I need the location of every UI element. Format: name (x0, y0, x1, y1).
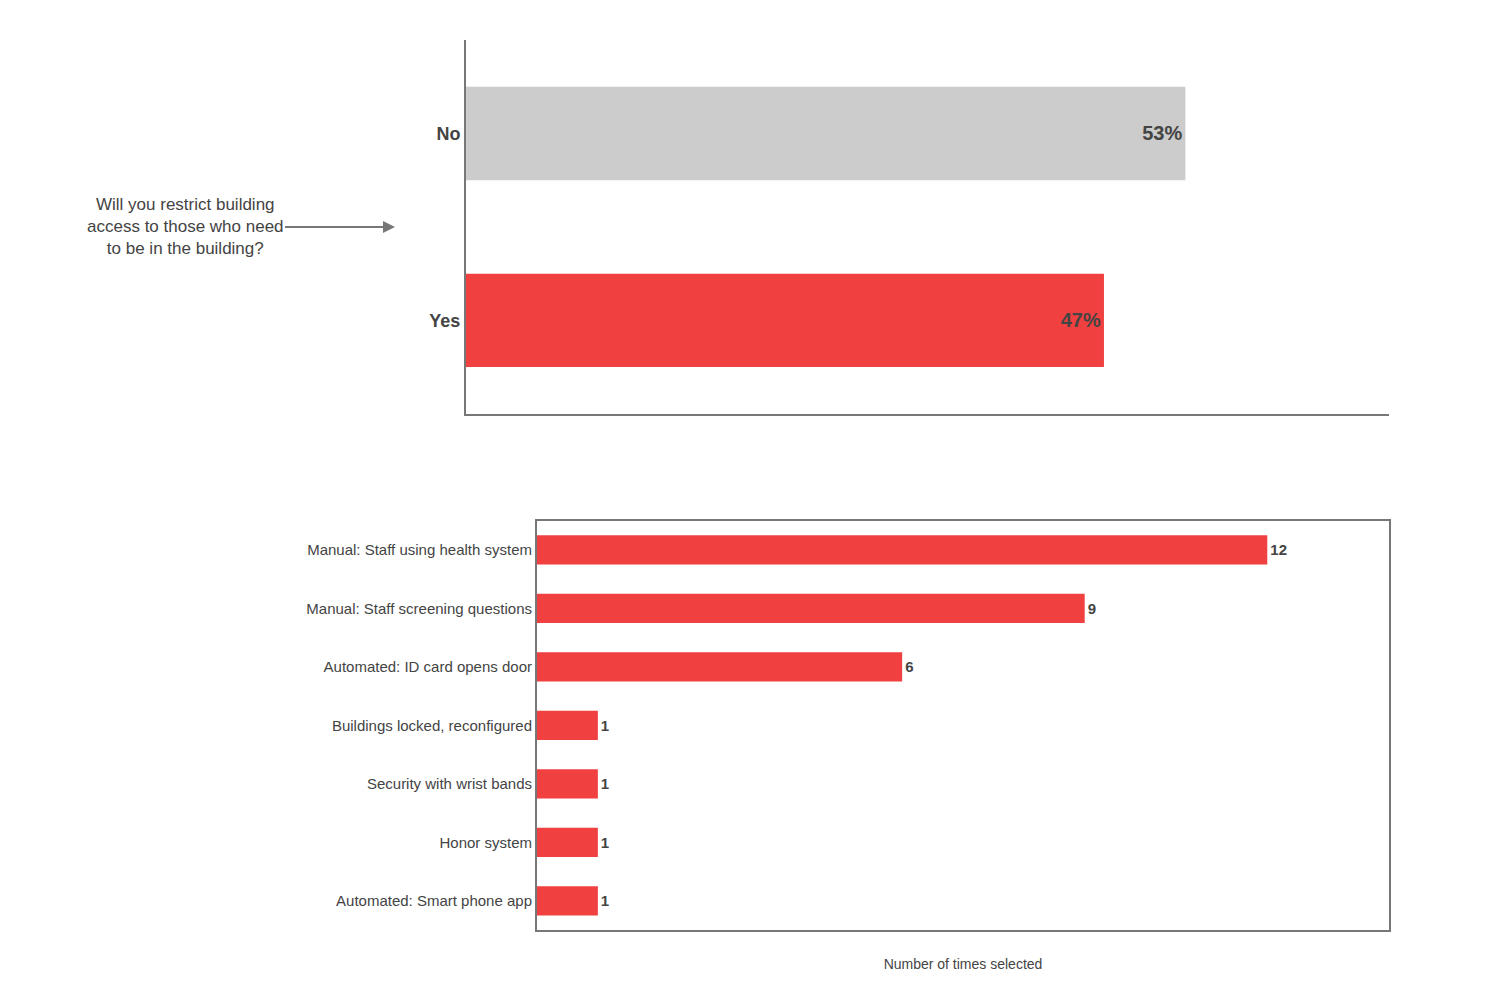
svg-text:1: 1 (601, 717, 609, 734)
svg-text:1: 1 (601, 775, 609, 792)
svg-text:6: 6 (905, 658, 913, 675)
svg-text:53%: 53% (1142, 122, 1182, 144)
svg-text:Automated: Smart phone app: Automated: Smart phone app (336, 892, 532, 909)
svg-text:1: 1 (601, 892, 609, 909)
svg-text:Manual: Staff using health sys: Manual: Staff using health system (307, 541, 532, 558)
svg-text:9: 9 (1088, 600, 1096, 617)
svg-text:Honor system: Honor system (439, 834, 532, 851)
svg-text:Buildings locked, reconfigured: Buildings locked, reconfigured (332, 717, 532, 734)
svg-text:Manual: Staff screening questi: Manual: Staff screening questions (306, 600, 532, 617)
svg-text:Automated: ID card opens door: Automated: ID card opens door (324, 658, 532, 675)
svg-text:12: 12 (1270, 541, 1287, 558)
svg-text:Number of times selected: Number of times selected (884, 956, 1043, 972)
svg-text:Will you restrict buildingacce: Will you restrict buildingaccess to thos… (87, 195, 284, 258)
svg-text:1: 1 (601, 834, 609, 851)
svg-text:Yes: Yes (429, 311, 460, 331)
svg-text:Security with wrist bands: Security with wrist bands (367, 775, 532, 792)
svg-text:No: No (436, 124, 460, 144)
svg-text:47%: 47% (1061, 309, 1101, 331)
